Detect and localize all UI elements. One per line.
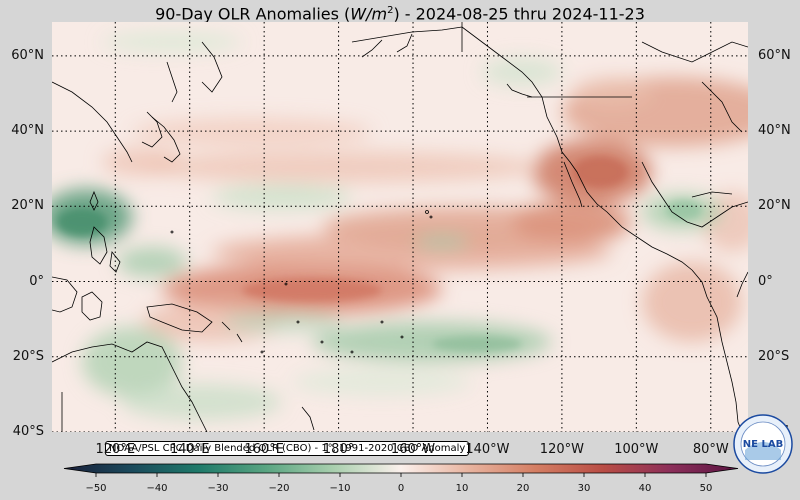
lon-label: 80°W: [692, 442, 729, 457]
graticule: [52, 22, 748, 432]
lon-label: 100°W: [614, 442, 659, 457]
colorbar-tick-label: 0: [397, 483, 405, 494]
colorbar-tick-label: −50: [85, 483, 107, 494]
colorbar-tick-label: −30: [207, 483, 229, 494]
map-panel: NOAA/PSL CPC Daily Blended OLR (CBO) - 1…: [52, 22, 748, 456]
lat-label-right: 0°: [758, 273, 773, 289]
lat-label-left: 20°S: [12, 348, 44, 364]
lon-label: 140°W: [465, 442, 510, 457]
lon-label: 180°: [322, 442, 355, 457]
anomaly-field: [52, 32, 748, 420]
colorbar-tick-label: 40: [638, 483, 652, 494]
lat-label-left: 40°N: [11, 123, 44, 139]
colorbar-tick-label: −40: [146, 483, 168, 494]
colorbar-tick-label: −20: [268, 483, 290, 494]
lon-label: 140°E: [169, 442, 210, 457]
colorbar-tick-label: 20: [516, 483, 530, 494]
colorbar-tick-label: 10: [455, 483, 469, 494]
anomaly-cores: [57, 156, 702, 352]
olr-anomaly-map: [52, 22, 748, 432]
colorbar: [63, 463, 739, 477]
lat-label-right: 20°N: [758, 198, 791, 214]
noaa-lab-logo: NE LAB: [733, 414, 793, 474]
lon-label: 120°E: [95, 442, 136, 457]
colorbar-tick-label: 50: [699, 483, 713, 494]
lat-label-right: 20°S: [758, 348, 790, 364]
svg-text:NE LAB: NE LAB: [743, 439, 783, 450]
coastlines: [52, 22, 748, 432]
lon-label: 160°W: [390, 442, 436, 457]
lon-label: 160°E: [244, 442, 284, 457]
lat-label-right: 60°N: [758, 47, 791, 63]
lat-label-left: 20°N: [11, 198, 44, 214]
lat-label-left: 40°S: [12, 424, 44, 439]
colorbar-ramp: [63, 463, 739, 474]
map-title: 90-Day OLR Anomalies (W/m2) - 2024-08-25…: [155, 4, 645, 24]
lat-label-left: 60°N: [11, 47, 44, 63]
colorbar-tick-label: −10: [329, 483, 351, 494]
data-credit-label: NOAA/PSL CPC Daily Blended OLR (CBO) - 1…: [105, 441, 470, 456]
lat-label-right: 40°N: [758, 123, 791, 139]
colorbar-tick-marks: [95, 473, 707, 477]
lon-label: 120°W: [539, 442, 584, 457]
lat-label-left: 0°: [29, 273, 44, 289]
colorbar-tick-label: 30: [577, 483, 591, 494]
